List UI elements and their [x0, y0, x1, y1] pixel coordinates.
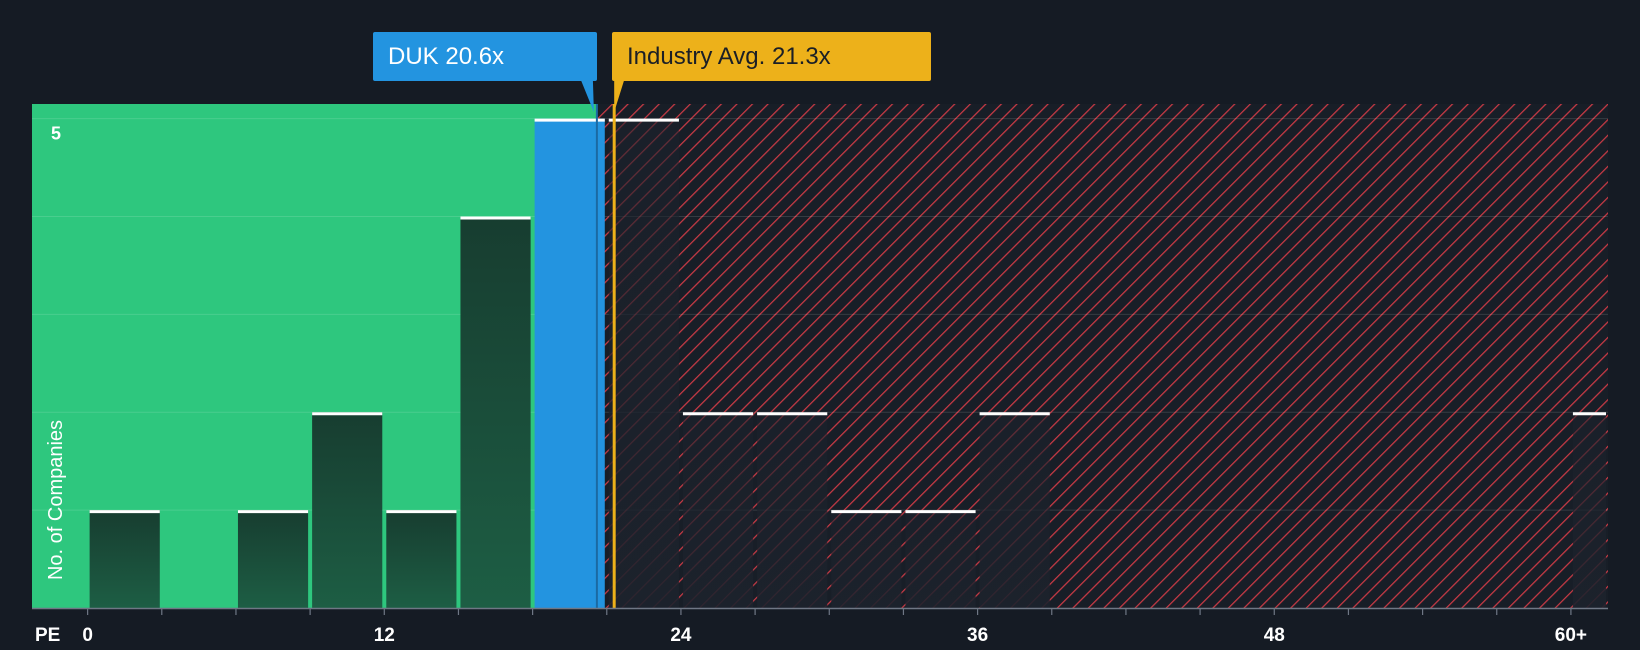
bar-pe-12-15	[386, 510, 457, 608]
bar-pe-30-33	[831, 510, 902, 608]
x-axis-title: PE	[35, 625, 60, 646]
company-callout-pointer	[580, 80, 594, 112]
bar-pe-36-39	[979, 412, 1050, 608]
x-axis-ticks: 0 12 24 36 48 60+	[82, 608, 1587, 646]
y-axis-ticks: 5	[51, 124, 61, 144]
x-tick-label: 48	[1264, 625, 1285, 646]
y-axis-title: No. of Companies	[45, 420, 67, 580]
bar-pe-6-9	[237, 510, 309, 608]
bar-pe-0-3	[89, 510, 160, 608]
x-tick-label: 12	[374, 625, 395, 646]
industry-avg-callout: Industry Avg. 21.3x	[612, 32, 931, 81]
bar-pe-27-30	[757, 412, 828, 608]
bar-pe-21-24	[608, 118, 679, 608]
bar-pe-18-21	[534, 118, 605, 608]
x-tick-label: 24	[670, 625, 692, 646]
bar-pe-9-12	[312, 412, 383, 608]
bar-pe-60-61.5	[1572, 412, 1606, 608]
x-tick-label: 60+	[1555, 625, 1587, 646]
bar-pe-33-36	[905, 510, 976, 608]
x-tick-label: 0	[82, 625, 93, 646]
bar-pe-15-18	[460, 216, 531, 608]
bar-pe-24-27	[682, 412, 754, 608]
x-tick-label: 36	[967, 625, 988, 646]
industry-callout-pointer	[614, 80, 625, 112]
bars	[89, 118, 1606, 608]
y-tick-label: 5	[51, 124, 61, 144]
company-pe-callout: DUK 20.6x	[373, 32, 597, 81]
